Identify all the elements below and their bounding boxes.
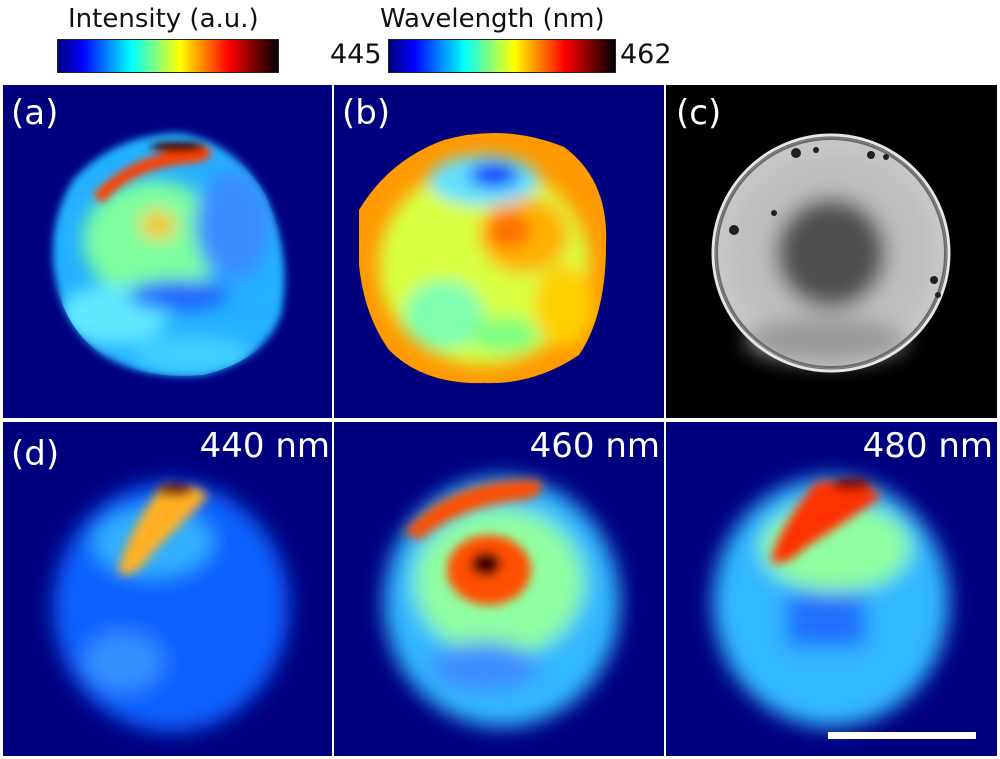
scale-bar: [828, 732, 976, 739]
wavelength-label-460: 460 nm: [529, 426, 660, 466]
panel-b-wavelength-map: (b): [334, 85, 664, 418]
panel-c-grayscale-image: (c): [666, 85, 997, 418]
panel-a-label: (a): [11, 93, 59, 133]
wavelength-colorbar-title: Wavelength (nm): [380, 4, 605, 34]
wavelength-label-440: 440 nm: [199, 426, 330, 466]
panel-d-440nm-map: (d) 440 nm: [3, 422, 332, 756]
panel-c-label: (c): [676, 93, 722, 133]
panel-d-label: (d): [11, 434, 60, 474]
wavelength-min-label: 445: [330, 39, 382, 70]
intensity-colorbar-title: Intensity (a.u.): [68, 4, 259, 34]
wavelength-label-480: 480 nm: [862, 426, 993, 466]
panel-d-480nm-map: 480 nm: [666, 422, 997, 756]
panel-b-label: (b): [342, 93, 391, 133]
wavelength-colorbar: [388, 39, 616, 73]
panel-d-460nm-map: 460 nm: [334, 422, 664, 756]
panel-a-intensity-map: (a): [3, 85, 332, 418]
intensity-colorbar: [57, 39, 279, 73]
wavelength-max-label: 462: [620, 39, 672, 70]
